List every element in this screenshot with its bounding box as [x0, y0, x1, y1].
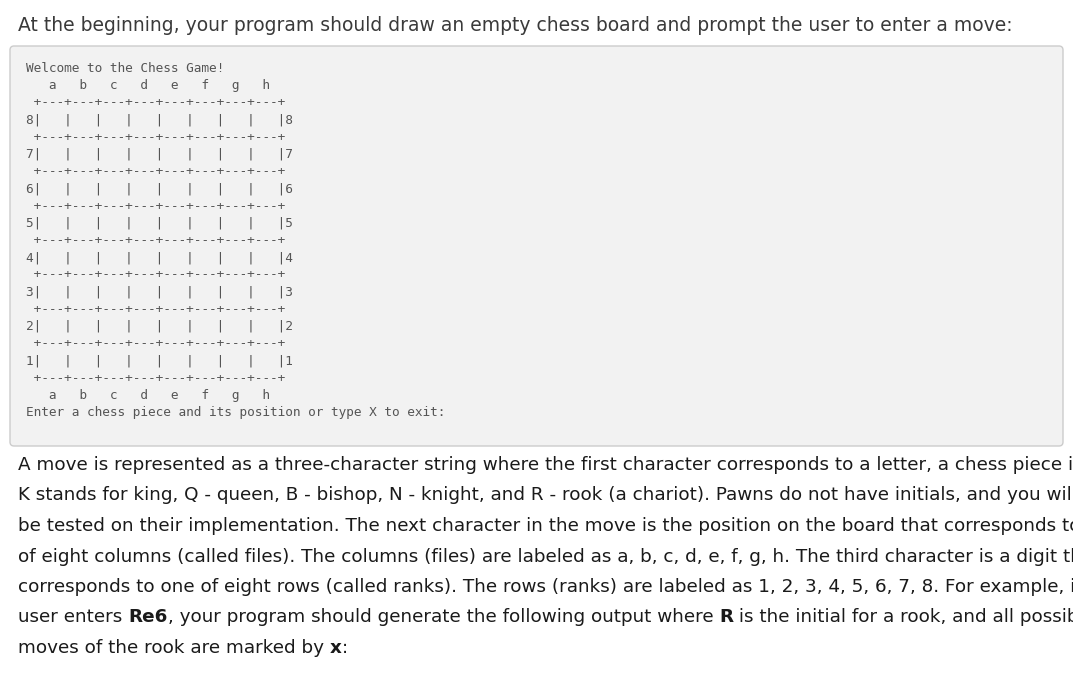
Text: A move is represented as a three-character string where the first character corr: A move is represented as a three-charact… — [18, 456, 1073, 474]
Text: +---+---+---+---+---+---+---+---+: +---+---+---+---+---+---+---+---+ — [26, 199, 285, 213]
Text: 2|   |   |   |   |   |   |   |   |2: 2| | | | | | | | |2 — [26, 320, 293, 333]
Text: , your program should generate the following output where: , your program should generate the follo… — [167, 608, 719, 626]
Text: is the initial for a rook, and all possible: is the initial for a rook, and all possi… — [733, 608, 1073, 626]
Text: 4|   |   |   |   |   |   |   |   |4: 4| | | | | | | | |4 — [26, 252, 293, 264]
Text: K stands for king, Q - queen, B - bishop, N - knight, and R - rook (a chariot). : K stands for king, Q - queen, B - bishop… — [18, 487, 1073, 504]
Text: At the beginning, your program should draw an empty chess board and prompt the u: At the beginning, your program should dr… — [18, 16, 1013, 35]
Text: user enters: user enters — [18, 608, 128, 626]
Text: +---+---+---+---+---+---+---+---+: +---+---+---+---+---+---+---+---+ — [26, 337, 285, 351]
Text: Enter a chess piece and its position or type X to exit:: Enter a chess piece and its position or … — [26, 406, 445, 419]
Text: 5|   |   |   |   |   |   |   |   |5: 5| | | | | | | | |5 — [26, 217, 293, 230]
Text: Welcome to the Chess Game!: Welcome to the Chess Game! — [26, 62, 224, 75]
Text: 8|   |   |   |   |   |   |   |   |8: 8| | | | | | | | |8 — [26, 114, 293, 127]
Text: a   b   c   d   e   f   g   h: a b c d e f g h — [26, 79, 270, 92]
Text: +---+---+---+---+---+---+---+---+: +---+---+---+---+---+---+---+---+ — [26, 372, 285, 384]
Text: Re6: Re6 — [128, 608, 167, 626]
Text: +---+---+---+---+---+---+---+---+: +---+---+---+---+---+---+---+---+ — [26, 234, 285, 247]
Text: +---+---+---+---+---+---+---+---+: +---+---+---+---+---+---+---+---+ — [26, 96, 285, 109]
Text: +---+---+---+---+---+---+---+---+: +---+---+---+---+---+---+---+---+ — [26, 268, 285, 281]
Text: be tested on their implementation. The next character in the move is the positio: be tested on their implementation. The n… — [18, 517, 1073, 535]
Text: :: : — [341, 639, 348, 657]
Text: +---+---+---+---+---+---+---+---+: +---+---+---+---+---+---+---+---+ — [26, 303, 285, 316]
Text: 1|   |   |   |   |   |   |   |   |1: 1| | | | | | | | |1 — [26, 355, 293, 367]
FancyBboxPatch shape — [10, 46, 1063, 446]
Text: of eight columns (called files). The columns (files) are labeled as a, b, c, d, : of eight columns (called files). The col… — [18, 548, 1073, 565]
Text: +---+---+---+---+---+---+---+---+: +---+---+---+---+---+---+---+---+ — [26, 131, 285, 144]
Text: 7|   |   |   |   |   |   |   |   |7: 7| | | | | | | | |7 — [26, 148, 293, 161]
Text: a   b   c   d   e   f   g   h: a b c d e f g h — [26, 388, 270, 402]
Text: 3|   |   |   |   |   |   |   |   |3: 3| | | | | | | | |3 — [26, 285, 293, 298]
Text: moves of the rook are marked by: moves of the rook are marked by — [18, 639, 329, 657]
Text: x: x — [329, 639, 341, 657]
Text: +---+---+---+---+---+---+---+---+: +---+---+---+---+---+---+---+---+ — [26, 165, 285, 178]
Text: corresponds to one of eight rows (called ranks). The rows (ranks) are labeled as: corresponds to one of eight rows (called… — [18, 578, 1073, 596]
Text: 6|   |   |   |   |   |   |   |   |6: 6| | | | | | | | |6 — [26, 182, 293, 195]
Text: R: R — [719, 608, 733, 626]
